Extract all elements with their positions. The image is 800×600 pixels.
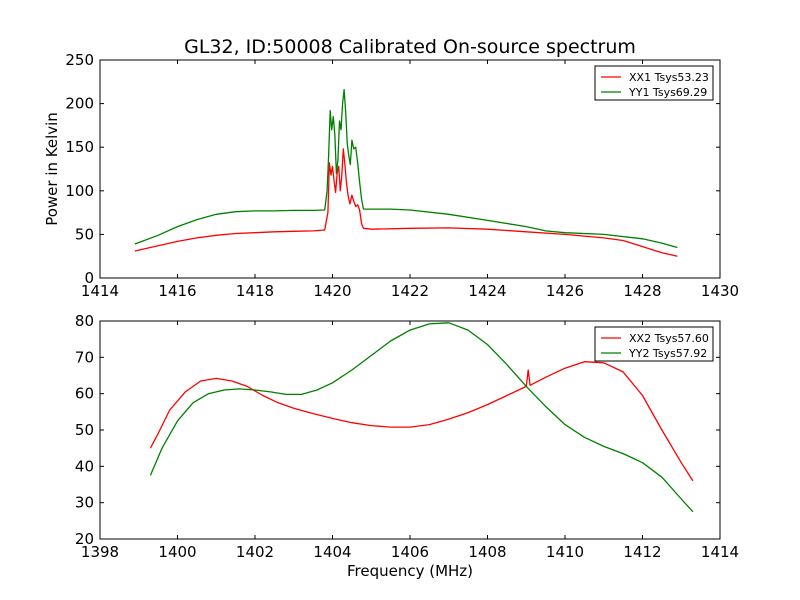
plot-layer: 1414 1416 1418 1420 1422 1424 1426 1428 14300501… (65, 51, 739, 561)
x-tick-label: 1422 (391, 282, 429, 300)
series-line-2-2 (149, 322, 694, 513)
y-tick-label: 250 (65, 51, 94, 69)
chart-title: GL32, ID:50008 Calibrated On-source spec… (184, 36, 636, 58)
y-tick-label: 40 (75, 457, 94, 475)
x-tick-label: 1410 (546, 543, 584, 561)
y-tick-label: 50 (75, 225, 94, 243)
legend: XX2 Tsys57.60 YY2 Tsys57.92 (594, 326, 714, 362)
y-tick-label: 100 (65, 182, 94, 200)
x-tick-label: 1406 (391, 543, 429, 561)
legend: XX1 Tsys53.23 YY1 Tsys69.29 (594, 65, 714, 101)
y-tick-label: 30 (75, 494, 94, 512)
y-tick-label: 80 (75, 312, 94, 330)
y-tick-label: 20 (75, 530, 94, 548)
legend-label: XX1 Tsys53.23 (629, 71, 709, 84)
legend-box (594, 326, 714, 362)
legend-label: YY1 Tsys69.29 (628, 86, 707, 99)
series-line-1-1 (134, 148, 678, 257)
x-tick-label: 1418 (236, 282, 274, 300)
chart-panel-1: 1414 1416 1418 1420 1422 1424 1426 1428 1430 0 50 1… (65, 51, 739, 300)
x-tick-label: 1398 (81, 543, 119, 561)
x-tick-label: 1400 (158, 543, 196, 561)
x-tick-label: 1420 (313, 282, 351, 300)
y-tick-label: 70 (75, 348, 94, 366)
x-tick-label: 1402 (236, 543, 274, 561)
legend-box (594, 65, 714, 101)
x-tick-label: 1428 (623, 282, 661, 300)
y-tick-label: 200 (65, 95, 94, 113)
top-y-axis-label: Power in Kelvin (43, 112, 61, 226)
x-tick-label: 1404 (313, 543, 351, 561)
x-tick-label: 1430 (701, 282, 739, 300)
x-tick-label: 1414 (701, 543, 739, 561)
y-tick-label: 150 (65, 138, 94, 156)
legend-label: YY2 Tsys57.92 (628, 347, 707, 360)
series-line-2-1 (149, 361, 694, 482)
x-tick-label: 1426 (546, 282, 584, 300)
x-tick-label: 1408 (468, 543, 506, 561)
x-tick-label: 1414 (81, 282, 119, 300)
x-tick-label: 1412 (623, 543, 661, 561)
bottom-x-axis-label: Frequency (MHz) (347, 562, 473, 580)
y-tick-label: 0 (84, 269, 94, 287)
chart-panel-2: 1398 1400 1402 1404 1406 1408 1410 1412 1414 20 30… (75, 312, 739, 561)
legend-label: XX2 Tsys57.60 (629, 332, 709, 345)
y-tick-label: 50 (75, 421, 94, 439)
x-tick-label: 1424 (468, 282, 506, 300)
y-tick-label: 60 (75, 385, 94, 403)
series-line-1-2 (134, 88, 678, 249)
x-tick-label: 1416 (158, 282, 196, 300)
